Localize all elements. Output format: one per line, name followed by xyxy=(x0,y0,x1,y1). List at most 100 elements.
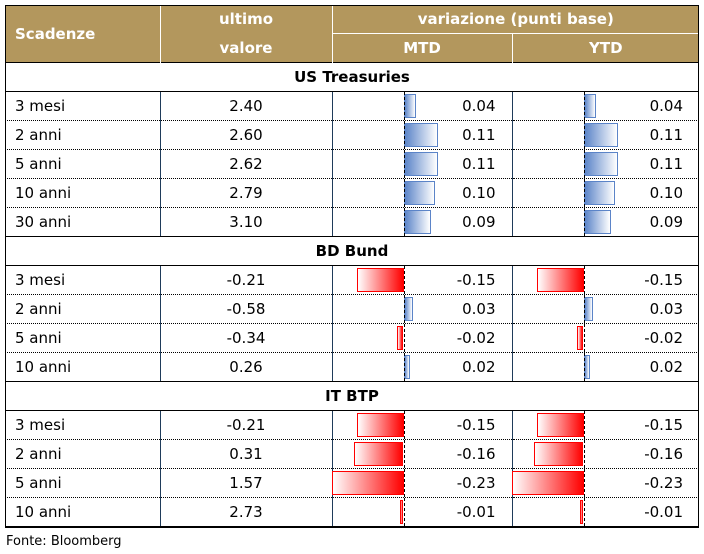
mtd-cell: -0.16 xyxy=(331,439,512,469)
zero-axis xyxy=(583,266,585,294)
source-note: Fonte: Bloomberg xyxy=(6,534,122,549)
mtd-cell: 0.11 xyxy=(331,149,512,179)
ultimo-valore: 2.40 xyxy=(159,91,332,121)
ultimo-valore: 2.62 xyxy=(159,149,332,179)
scadenza: 2 anni xyxy=(5,439,160,469)
ytd-cell: -0.02 xyxy=(511,323,699,353)
ytd-value: 0.10 xyxy=(649,184,683,202)
ytd-cell: -0.15 xyxy=(511,410,699,440)
zero-axis xyxy=(583,92,585,120)
mtd-value: -0.15 xyxy=(456,271,496,289)
ultimo-valore: 1.57 xyxy=(159,468,332,498)
table-row: 10 anni 2.73 -0.01 -0.01 xyxy=(5,497,699,527)
ytd-cell: 0.11 xyxy=(511,120,699,150)
scadenza: 10 anni xyxy=(5,352,160,382)
mtd-value: -0.01 xyxy=(456,503,496,521)
mtd-cell: 0.04 xyxy=(331,91,512,121)
ultimo-valore: 0.26 xyxy=(159,352,332,382)
table-row: 10 anni 2.79 0.10 0.10 xyxy=(5,178,699,208)
mtd-data-bar xyxy=(403,297,413,321)
section-header: BD Bund xyxy=(5,236,699,266)
table-row: 30 anni 3.10 0.09 0.09 xyxy=(5,207,699,237)
ytd-data-bar xyxy=(577,326,584,350)
zero-axis xyxy=(583,324,585,352)
zero-axis xyxy=(403,295,405,323)
table-row: 10 anni 0.26 0.02 0.02 xyxy=(5,352,699,382)
ytd-data-bar xyxy=(537,413,584,437)
ytd-value: -0.23 xyxy=(644,474,683,492)
mtd-cell: 0.09 xyxy=(331,207,512,237)
mtd-data-bar xyxy=(332,471,404,495)
mtd-value: 0.04 xyxy=(462,97,496,115)
mtd-data-bar xyxy=(397,326,404,350)
scadenza: 5 anni xyxy=(5,149,160,179)
mtd-data-bar xyxy=(400,500,404,524)
section-title: US Treasuries xyxy=(5,62,699,92)
ytd-cell: -0.15 xyxy=(511,265,699,295)
ytd-value: -0.15 xyxy=(644,416,683,434)
mtd-cell: -0.15 xyxy=(331,410,512,440)
ytd-value: 0.11 xyxy=(649,155,683,173)
ytd-value: 0.11 xyxy=(649,126,683,144)
ytd-data-bar xyxy=(537,268,584,292)
zero-axis xyxy=(583,469,585,497)
ytd-value: -0.02 xyxy=(644,329,683,347)
mtd-data-bar xyxy=(403,181,435,205)
ultimo-valore: 0.31 xyxy=(159,439,332,469)
header-mtd: MTD xyxy=(331,33,512,63)
zero-axis xyxy=(583,498,585,526)
mtd-value: 0.11 xyxy=(462,126,496,144)
ultimo-valore: 2.79 xyxy=(159,178,332,208)
mtd-value: 0.09 xyxy=(462,213,496,231)
ytd-data-bar xyxy=(512,471,584,495)
mtd-value: -0.16 xyxy=(456,445,496,463)
ultimo-valore: 2.60 xyxy=(159,120,332,150)
ytd-data-bar xyxy=(533,442,584,466)
ytd-value: 0.02 xyxy=(649,358,683,376)
zero-axis xyxy=(403,121,405,149)
table-row: 2 anni -0.58 0.03 0.03 xyxy=(5,294,699,324)
ytd-cell: 0.09 xyxy=(511,207,699,237)
mtd-value: 0.10 xyxy=(462,184,496,202)
zero-axis xyxy=(583,440,585,468)
scadenza: 2 anni xyxy=(5,294,160,324)
mtd-cell: -0.15 xyxy=(331,265,512,295)
ytd-value: -0.01 xyxy=(644,503,683,521)
ytd-cell: 0.02 xyxy=(511,352,699,382)
mtd-data-bar xyxy=(403,152,438,176)
mtd-cell: -0.23 xyxy=(331,468,512,498)
table-row: 5 anni -0.34 -0.02 -0.02 xyxy=(5,323,699,353)
zero-axis xyxy=(403,208,405,236)
mtd-cell: 0.10 xyxy=(331,178,512,208)
mtd-value: 0.02 xyxy=(462,358,496,376)
zero-axis xyxy=(583,179,585,207)
scadenza: 10 anni xyxy=(5,497,160,527)
header-scadenze: Scadenze xyxy=(5,5,160,63)
mtd-cell: 0.02 xyxy=(331,352,512,382)
ytd-data-bar xyxy=(583,297,593,321)
mtd-data-bar xyxy=(403,123,438,147)
mtd-value: -0.15 xyxy=(456,416,496,434)
mtd-cell: -0.01 xyxy=(331,497,512,527)
scadenza: 5 anni xyxy=(5,323,160,353)
scadenza: 3 mesi xyxy=(5,265,160,295)
zero-axis xyxy=(403,150,405,178)
section-title: BD Bund xyxy=(5,236,699,266)
ytd-cell: -0.16 xyxy=(511,439,699,469)
zero-axis xyxy=(583,208,585,236)
mtd-data-bar xyxy=(357,268,404,292)
scadenza: 30 anni xyxy=(5,207,160,237)
mtd-value: 0.03 xyxy=(462,300,496,318)
zero-axis xyxy=(403,440,405,468)
scadenza: 5 anni xyxy=(5,468,160,498)
ytd-data-bar xyxy=(580,500,584,524)
ytd-value: 0.04 xyxy=(649,97,683,115)
ultimo-valore: 3.10 xyxy=(159,207,332,237)
ytd-cell: 0.03 xyxy=(511,294,699,324)
ytd-data-bar xyxy=(583,94,596,118)
table-row: 5 anni 2.62 0.11 0.11 xyxy=(5,149,699,179)
mtd-cell: -0.02 xyxy=(331,323,512,353)
ytd-value: 0.09 xyxy=(649,213,683,231)
scadenza: 2 anni xyxy=(5,120,160,150)
ytd-cell: 0.10 xyxy=(511,178,699,208)
